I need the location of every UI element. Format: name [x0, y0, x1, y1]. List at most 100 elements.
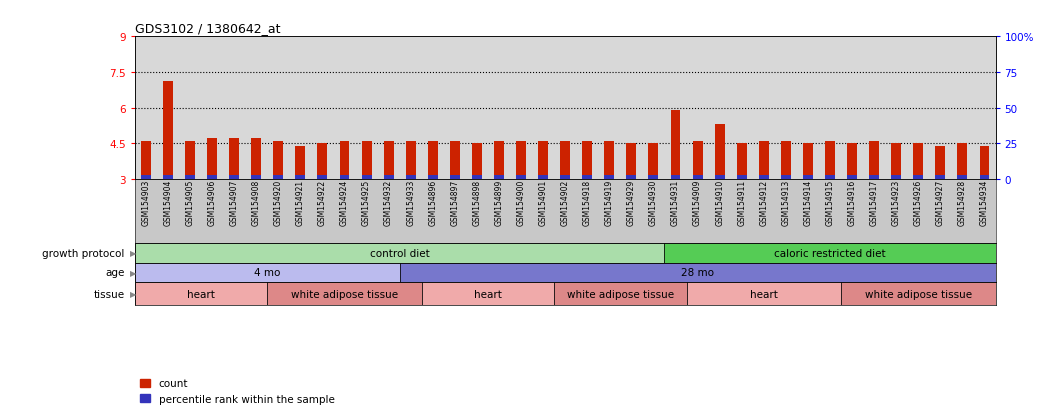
Bar: [759, 175, 768, 179]
Bar: [957, 144, 968, 179]
Bar: [980, 175, 989, 179]
Bar: [185, 142, 195, 179]
Bar: [516, 175, 526, 179]
Bar: [538, 175, 549, 179]
Bar: [268, 282, 422, 306]
Bar: [472, 175, 482, 179]
Bar: [714, 175, 725, 179]
Bar: [781, 142, 791, 179]
Bar: [472, 144, 482, 179]
Bar: [869, 142, 879, 179]
Bar: [914, 144, 923, 179]
Text: growth protocol: growth protocol: [43, 248, 124, 258]
Bar: [450, 142, 459, 179]
Text: white adipose tissue: white adipose tissue: [291, 289, 398, 299]
Bar: [560, 175, 570, 179]
Bar: [693, 175, 702, 179]
Bar: [935, 146, 946, 179]
Bar: [296, 175, 305, 179]
Bar: [648, 175, 658, 179]
Bar: [362, 175, 371, 179]
Bar: [891, 175, 901, 179]
Bar: [163, 82, 173, 179]
Bar: [405, 142, 416, 179]
Bar: [605, 142, 614, 179]
Bar: [554, 282, 686, 306]
Bar: [714, 125, 725, 179]
Text: ▶: ▶: [130, 268, 136, 277]
Text: tissue: tissue: [93, 289, 124, 299]
Bar: [494, 175, 504, 179]
Text: GDS3102 / 1380642_at: GDS3102 / 1380642_at: [135, 21, 280, 35]
Bar: [339, 175, 349, 179]
Text: ▶: ▶: [130, 249, 136, 258]
Text: white adipose tissue: white adipose tissue: [567, 289, 674, 299]
Text: age: age: [105, 268, 124, 278]
Bar: [582, 175, 592, 179]
Bar: [560, 142, 570, 179]
Bar: [693, 142, 702, 179]
Text: heart: heart: [187, 289, 215, 299]
Legend: count, percentile rank within the sample: count, percentile rank within the sample: [140, 379, 335, 404]
Bar: [296, 146, 305, 179]
Bar: [384, 175, 394, 179]
Bar: [935, 175, 946, 179]
Bar: [229, 175, 240, 179]
Bar: [671, 175, 680, 179]
Bar: [825, 175, 835, 179]
Bar: [251, 139, 261, 179]
Bar: [605, 175, 614, 179]
Bar: [626, 144, 637, 179]
Bar: [847, 144, 857, 179]
Text: 4 mo: 4 mo: [254, 268, 280, 278]
Bar: [626, 175, 637, 179]
Bar: [686, 282, 841, 306]
Bar: [825, 142, 835, 179]
Bar: [914, 175, 923, 179]
Bar: [135, 243, 665, 263]
Bar: [494, 142, 504, 179]
Bar: [665, 243, 996, 263]
Bar: [339, 142, 349, 179]
Bar: [229, 139, 240, 179]
Bar: [135, 263, 399, 282]
Bar: [405, 175, 416, 179]
Bar: [163, 176, 173, 179]
Bar: [538, 142, 549, 179]
Text: heart: heart: [474, 289, 502, 299]
Bar: [428, 175, 438, 179]
Bar: [422, 282, 554, 306]
Bar: [803, 175, 813, 179]
Bar: [869, 175, 879, 179]
Bar: [274, 142, 283, 179]
Bar: [141, 175, 150, 179]
Text: heart: heart: [750, 289, 778, 299]
Bar: [450, 175, 459, 179]
Bar: [274, 175, 283, 179]
Bar: [185, 175, 195, 179]
Bar: [736, 144, 747, 179]
Bar: [891, 144, 901, 179]
Text: caloric restricted diet: caloric restricted diet: [775, 248, 886, 258]
Bar: [582, 142, 592, 179]
Bar: [399, 263, 996, 282]
Bar: [135, 282, 268, 306]
Bar: [251, 175, 261, 179]
Bar: [207, 139, 217, 179]
Bar: [207, 175, 217, 179]
Bar: [980, 146, 989, 179]
Bar: [803, 144, 813, 179]
Bar: [671, 111, 680, 179]
Bar: [428, 142, 438, 179]
Bar: [362, 142, 371, 179]
Bar: [781, 175, 791, 179]
Bar: [317, 144, 328, 179]
Bar: [957, 175, 968, 179]
Bar: [648, 144, 658, 179]
Bar: [516, 142, 526, 179]
Bar: [847, 175, 857, 179]
Text: 28 mo: 28 mo: [681, 268, 714, 278]
Bar: [841, 282, 996, 306]
Bar: [384, 142, 394, 179]
Bar: [141, 142, 150, 179]
